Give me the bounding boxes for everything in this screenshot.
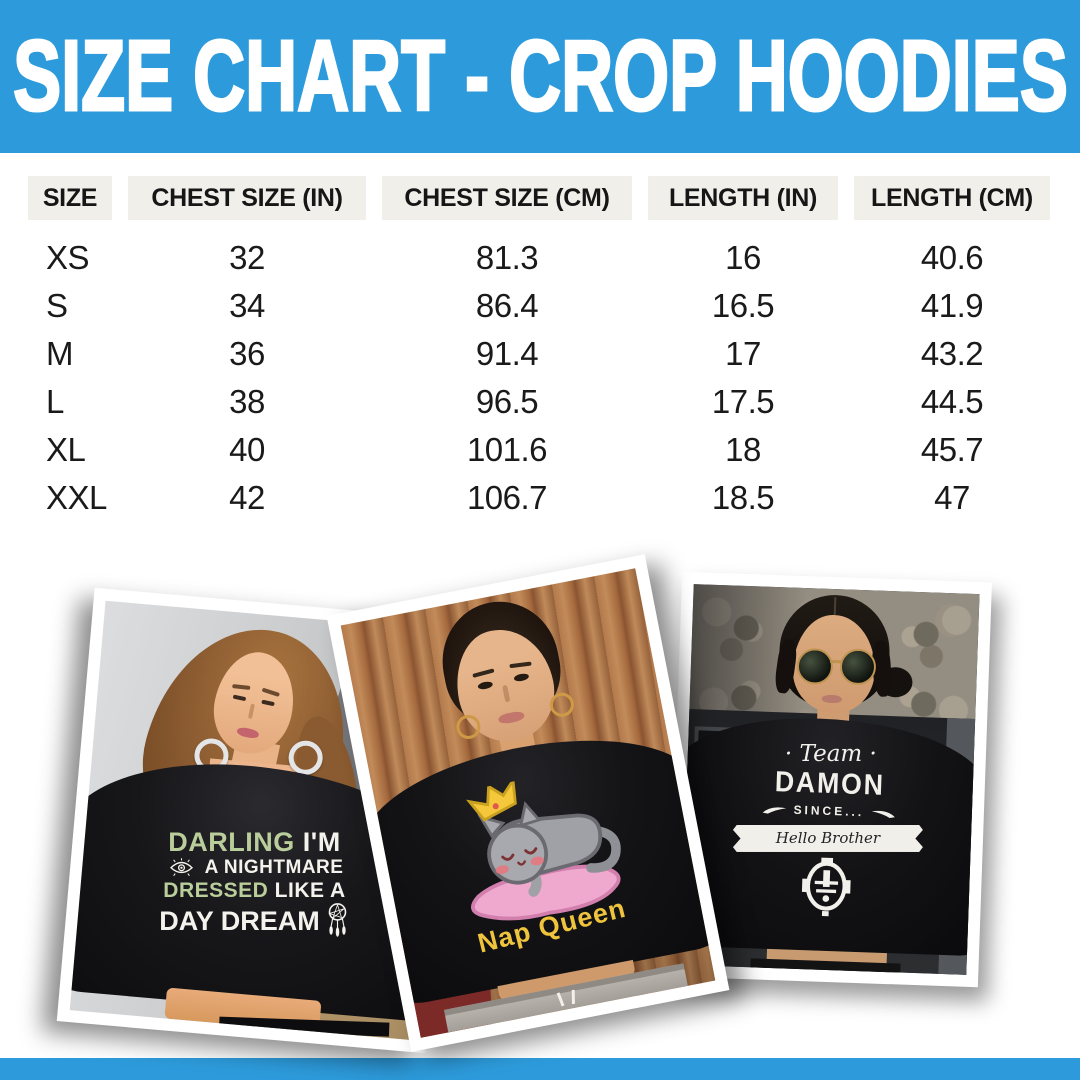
wing-flourish-icon: [762, 806, 786, 814]
bottom-accent-strip: [0, 1058, 1080, 1080]
table-cell: 17: [725, 335, 761, 372]
lips: [821, 694, 842, 704]
table-row: L 38 96.5 17.5 44.5: [28, 378, 1052, 426]
print-text: LIKE A: [274, 878, 346, 902]
table-cell: 40.6: [920, 239, 984, 276]
table-cell: 45.7: [920, 431, 984, 468]
print-text: I'M: [302, 826, 341, 857]
eyebrow: [472, 668, 495, 678]
dreamcatcher-icon: [328, 903, 347, 937]
sunglasses-bridge: [830, 659, 843, 664]
eye: [513, 672, 530, 683]
wing-flourish-icon: [872, 810, 896, 818]
table-cell: 36: [229, 335, 265, 372]
lips: [497, 710, 526, 725]
table-cell: 43.2: [920, 335, 984, 372]
drawstring: [571, 989, 575, 1004]
eyebrow: [509, 661, 532, 669]
table-row: M 36 91.4 17 43.2: [28, 330, 1052, 378]
print-text: DAY DREAM: [159, 905, 320, 936]
title-banner: SIZE CHART - CROP HOODIES: [0, 0, 1080, 153]
table-cell: 106.7: [466, 479, 548, 516]
vampire-ring-crest-icon: [801, 857, 851, 917]
photo-nap-queen-hoodie: Nap Queen: [326, 554, 730, 1052]
column-header-chest-in: CHEST SIZE (IN): [128, 176, 366, 220]
table-cell: 38: [229, 383, 265, 420]
hoodie-print-daydream: DARLING I'M A NIGHTMARE DRESSED: [110, 827, 400, 940]
column-header-size: SIZE: [28, 176, 112, 220]
table-cell: 18.5: [711, 479, 775, 516]
nose: [247, 703, 255, 719]
table-cell: 86.4: [475, 287, 539, 324]
table-cell: 101.6: [466, 431, 548, 468]
size-cell: XXL: [46, 479, 107, 516]
column-header-chest-cm: CHEST SIZE (CM): [382, 176, 632, 220]
print-text: SINCE...: [793, 802, 865, 820]
lips: [236, 726, 260, 740]
table-cell: 42: [229, 479, 265, 516]
size-cell: XS: [46, 239, 90, 276]
print-text: DRESSED: [163, 878, 269, 902]
ribbon-banner: Hello Brother: [733, 825, 923, 852]
column-header-length-in: LENGTH (IN): [648, 176, 838, 220]
table-cell: 96.5: [475, 383, 539, 420]
table-cell: 44.5: [920, 383, 984, 420]
size-cell: M: [46, 335, 74, 372]
eye: [477, 680, 494, 691]
table-cell: 41.9: [920, 287, 984, 324]
table-cell: 91.4: [475, 335, 539, 372]
table-cell: 40: [229, 431, 265, 468]
eyebrow: [261, 687, 280, 697]
eye-icon: [170, 858, 194, 876]
print-text: · Team ·: [784, 741, 877, 768]
table-body: XS 32 81.3 16 40.6 S 34 86.4 16.5 41.9 M…: [28, 234, 1052, 522]
print-text: DARLING: [168, 826, 295, 857]
print-text: DAMON: [774, 766, 886, 802]
eyebrow: [232, 684, 251, 690]
table-cell: 34: [229, 287, 265, 324]
table-cell: 16: [725, 239, 761, 276]
table-row: XXL 42 106.7 18.5 47: [28, 474, 1052, 522]
print-text: A NIGHTMARE: [204, 856, 344, 878]
column-header-length-cm: LENGTH (CM): [854, 176, 1050, 220]
nose: [502, 684, 511, 703]
table-cell: 32: [229, 239, 265, 276]
eye: [261, 699, 275, 707]
size-cell: L: [46, 383, 64, 420]
page-title: SIZE CHART - CROP HOODIES: [12, 19, 1069, 134]
table-cell: 18: [725, 431, 761, 468]
table-cell: 81.3: [475, 239, 539, 276]
hoodie-print-team-damon: · Team · DAMON SINCE... Hello Brother: [720, 737, 936, 926]
table-cell: 47: [934, 479, 970, 516]
crowned-cat-pillow-icon: [466, 776, 621, 921]
table-row: XL 40 101.6 18 45.7: [28, 426, 1052, 474]
table-header-row: SIZE CHEST SIZE (IN) CHEST SIZE (CM) LEN…: [28, 176, 1052, 220]
size-cell: XL: [46, 431, 86, 468]
table-cell: 17.5: [711, 383, 775, 420]
photo-team-damon-hoodie: · Team · DAMON SINCE... Hello Brother: [668, 571, 992, 988]
table-row: S 34 86.4 16.5 41.9: [28, 282, 1052, 330]
eye: [232, 694, 247, 702]
size-cell: S: [46, 287, 68, 324]
photo-daydream-hoodie: DARLING I'M A NIGHTMARE DRESSED: [56, 587, 464, 1054]
size-chart-table: SIZE CHEST SIZE (IN) CHEST SIZE (CM) LEN…: [28, 176, 1052, 522]
table-cell: 16.5: [711, 287, 775, 324]
table-row: XS 32 81.3 16 40.6: [28, 234, 1052, 282]
